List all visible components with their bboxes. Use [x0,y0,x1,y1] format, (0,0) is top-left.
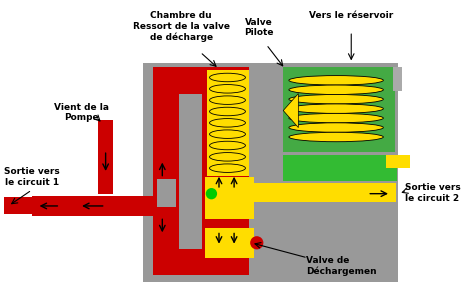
Bar [153,67,179,275]
Bar [283,155,396,181]
Bar [287,73,391,148]
Bar [153,67,228,94]
Bar [386,155,410,168]
Circle shape [250,236,263,249]
Ellipse shape [210,85,246,93]
Ellipse shape [289,132,383,142]
Text: Vers le réservoir: Vers le réservoir [309,11,393,20]
Text: Valve
Pilote: Valve Pilote [244,18,273,37]
Bar [202,67,249,275]
Bar [4,197,37,214]
Ellipse shape [289,95,383,104]
Ellipse shape [289,123,383,132]
Bar [143,63,398,282]
Text: Vient de la
Pompe: Vient de la Pompe [54,103,108,122]
Bar [205,228,254,258]
Ellipse shape [210,73,246,82]
Text: Valve de
Déchargemen: Valve de Déchargemen [306,256,376,276]
Bar [205,177,254,219]
Text: Sortie vers
le circuit 2: Sortie vers le circuit 2 [405,183,461,203]
Ellipse shape [210,152,246,161]
Bar [153,249,249,275]
Ellipse shape [289,104,383,113]
Bar [32,196,155,216]
Bar [156,179,176,207]
Bar [98,120,113,194]
Ellipse shape [210,119,246,127]
Ellipse shape [210,164,246,172]
Ellipse shape [210,130,246,138]
Circle shape [206,188,217,199]
Ellipse shape [210,96,246,104]
Ellipse shape [289,113,383,123]
Bar [207,70,249,176]
Bar [393,67,402,91]
Text: Sortie vers
le circuit 1: Sortie vers le circuit 1 [4,167,60,187]
Ellipse shape [289,85,383,95]
Ellipse shape [210,107,246,116]
Bar [208,179,221,207]
Text: Chambre du
Ressort de la valve
de décharge: Chambre du Ressort de la valve de déchar… [133,11,230,42]
Bar [249,183,396,202]
Polygon shape [283,94,298,128]
Ellipse shape [210,141,246,150]
Bar [283,67,395,152]
Ellipse shape [289,75,383,85]
